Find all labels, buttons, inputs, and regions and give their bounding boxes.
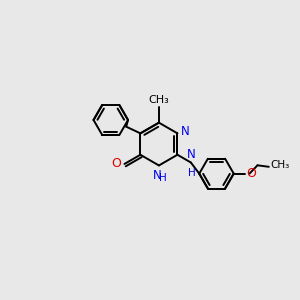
Text: N: N bbox=[153, 169, 162, 182]
Text: O: O bbox=[112, 157, 122, 169]
Text: N: N bbox=[181, 125, 190, 138]
Text: H: H bbox=[188, 167, 196, 178]
Text: CH₃: CH₃ bbox=[270, 160, 289, 170]
Text: O: O bbox=[246, 167, 256, 180]
Text: CH₃: CH₃ bbox=[148, 95, 169, 105]
Text: N: N bbox=[188, 148, 196, 161]
Text: H: H bbox=[159, 173, 167, 184]
